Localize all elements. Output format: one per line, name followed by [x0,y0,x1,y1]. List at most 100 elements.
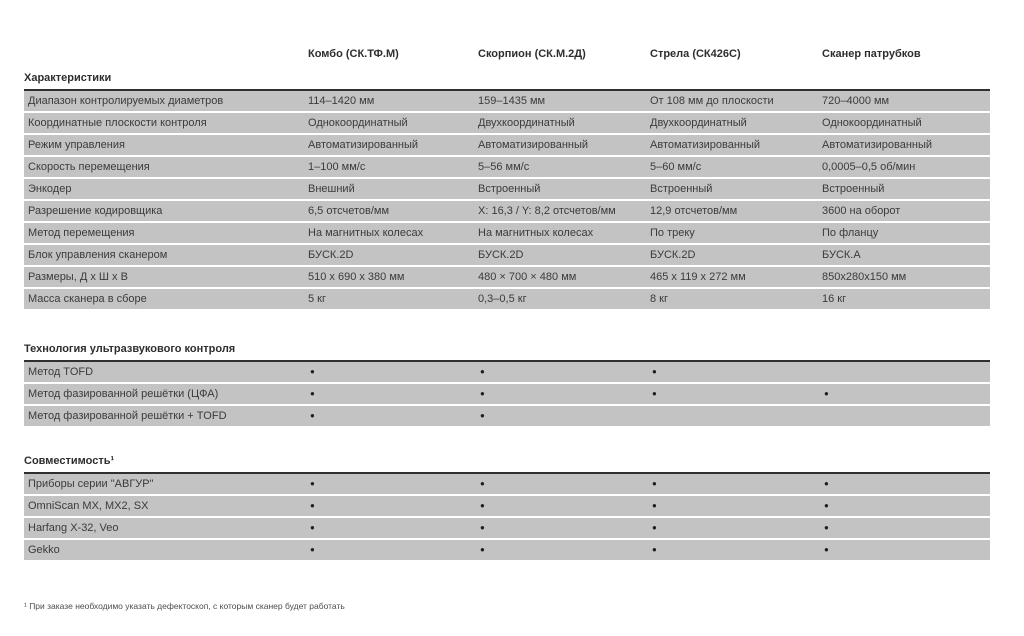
row-label: Метод фазированной решётки + TOFD [28,410,227,422]
availability-dot: ● [824,523,829,532]
availability-dot [822,362,990,382]
cell-value: Автоматизированный [822,139,933,151]
column-header-empty [24,48,308,60]
cell-value: БУСК.А [822,249,861,261]
cell-value: 510 x 690 x 380 мм [308,271,405,283]
cell-value: Однокоординатный [822,117,922,129]
availability-dot [822,406,990,426]
table-row: Блок управления сканером БУСК.2D БУСК.2D… [24,245,990,265]
cell-value: 480 × 700 × 480 мм [478,271,577,283]
table-row: Скорость перемещения 1–100 мм/с 5–56 мм/… [24,157,990,177]
availability-dot: ● [652,501,657,510]
availability-dot: ● [480,501,485,510]
row-label: Метод TOFD [28,366,94,378]
cell-value: Автоматизированный [478,139,589,151]
availability-dot: ● [480,389,485,398]
cell-value: 3600 на оборот [822,205,901,217]
row-label: Координатные плоскости контроля [28,117,207,129]
availability-dot: ● [480,411,485,420]
table-row: OmniScan MX, MX2, SX ● ● ● ● [24,496,990,516]
cell-value: 6,5 отсчетов/мм [308,205,390,217]
cell-value: 850x280x150 мм [822,271,907,283]
section-title-ultrasound-technology: Технология ультразвукового контроля [24,343,236,355]
row-label: Разрешение кодировщика [28,205,163,217]
availability-dot: ● [480,545,485,554]
table-row: Масса сканера в сборе 5 кг 0,3–0,5 кг 8 … [24,289,990,309]
row-label: OmniScan MX, MX2, SX [28,500,149,512]
table-row: Диапазон контролируемых диаметров 114–14… [24,91,990,111]
row-label: Энкодер [28,183,72,195]
cell-value: БУСК.2D [478,249,524,261]
table-row: Координатные плоскости контроля Однокоор… [24,113,990,133]
availability-dot [650,406,822,426]
table-row: Разрешение кодировщика 6,5 отсчетов/мм X… [24,201,990,221]
cell-value: Встроенный [650,183,713,195]
availability-dot: ● [652,545,657,554]
section-title-compatibility: Совместимость¹ [24,455,115,467]
cell-value: 1–100 мм/с [308,161,366,173]
row-label: Gekko [28,544,60,556]
cell-value: 5 кг [308,293,326,305]
availability-dot: ● [310,523,315,532]
cell-value: От 108 мм до плоскости [650,95,774,107]
availability-dot: ● [824,501,829,510]
cell-value: На магнитных колесах [308,227,424,239]
column-header-patrubkov: Сканер патрубков [822,48,921,60]
availability-dot: ● [652,479,657,488]
section-characteristics: Диапазон контролируемых диаметров 114–14… [24,89,990,309]
availability-dot: ● [480,523,485,532]
cell-value: Автоматизированный [650,139,761,151]
cell-value: 12,9 отсчетов/мм [650,205,738,217]
cell-value: 720–4000 мм [822,95,890,107]
cell-value: Встроенный [822,183,885,195]
availability-dot: ● [480,367,485,376]
table-row: Приборы серии "АВГУР" ● ● ● ● [24,474,990,494]
table-row: Метод TOFD ● ● ● [24,362,990,382]
cell-value: 16 кг [822,293,847,305]
cell-value: Встроенный [478,183,541,195]
table-row: Gekko ● ● ● ● [24,540,990,560]
table-row: Harfang X-32, Veo ● ● ● ● [24,518,990,538]
table-row: Метод перемещения На магнитных колесах Н… [24,223,990,243]
availability-dot: ● [652,367,657,376]
cell-value: 159–1435 мм [478,95,546,107]
availability-dot: ● [310,545,315,554]
availability-dot: ● [824,479,829,488]
availability-dot: ● [310,479,315,488]
cell-value: 114–1420 мм [308,95,375,107]
cell-value: Двухкоординатный [650,117,747,129]
availability-dot: ● [310,389,315,398]
row-label: Блок управления сканером [28,249,168,261]
row-label: Приборы серии "АВГУР" [28,478,154,490]
table-row: Размеры, Д х Ш х В 510 x 690 x 380 мм 48… [24,267,990,287]
section-compatibility: Приборы серии "АВГУР" ● ● ● ● OmniScan M… [24,472,990,560]
row-label: Скорость перемещения [28,161,150,173]
cell-value: 0,3–0,5 кг [478,293,527,305]
row-label: Масса сканера в сборе [28,293,147,305]
cell-value: X: 16,3 / Y: 8,2 отсчетов/мм [478,205,616,217]
availability-dot: ● [310,501,315,510]
cell-value: Автоматизированный [308,139,419,151]
section-ultrasound-technology: Метод TOFD ● ● ● Метод фазированной решё… [24,360,990,426]
availability-dot: ● [310,411,315,420]
availability-dot: ● [480,479,485,488]
cell-value: По треку [650,227,695,239]
row-label: Диапазон контролируемых диаметров [28,95,224,107]
cell-value: 465 x 119 x 272 мм [650,271,746,283]
cell-value: Двухкоординатный [478,117,575,129]
cell-value: 5–56 мм/с [478,161,530,173]
cell-value: 5–60 мм/с [650,161,702,173]
cell-value: 8 кг [650,293,668,305]
table-row: Энкодер Внешний Встроенный Встроенный Вс… [24,179,990,199]
availability-dot: ● [824,545,829,554]
cell-value: БУСК.2D [308,249,354,261]
row-label: Режим управления [28,139,125,151]
cell-value: Внешний [308,183,355,195]
column-header-row: Комбо (СК.ТФ.М) Скорпион (СК.М.2Д) Стрел… [24,48,990,60]
footnote: ¹ При заказе необходимо указать дефектос… [24,601,345,611]
cell-value: 0,0005–0,5 об/мин [822,161,916,173]
availability-dot: ● [824,389,829,398]
column-header-strela: Стрела (СК426С) [650,48,741,60]
comparison-table: Комбо (СК.ТФ.М) Скорпион (СК.М.2Д) Стрел… [24,48,990,611]
cell-value: БУСК.2D [650,249,696,261]
